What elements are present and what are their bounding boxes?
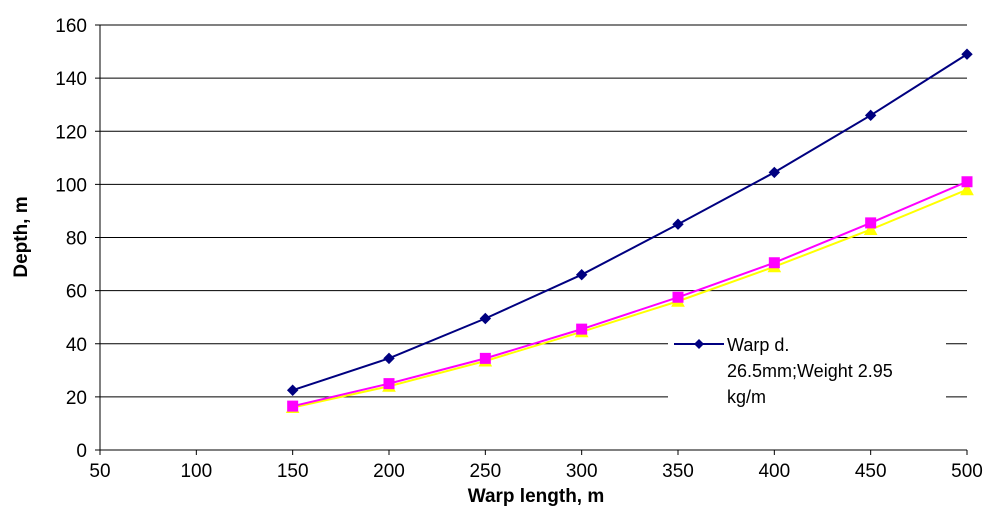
y-tick-label-140: 140: [55, 69, 87, 90]
x-tick-label-450: 450: [855, 461, 887, 482]
series-1: [287, 176, 973, 412]
y-tick-label-100: 100: [55, 175, 87, 196]
series-0-point-200: [383, 352, 395, 365]
gridlines: [100, 24, 967, 398]
series-1-point-250: [479, 352, 491, 364]
series-1-point-500: [961, 176, 973, 188]
series-1-point-150: [287, 400, 299, 412]
series-group: [285, 48, 974, 413]
x-tick-label-350: 350: [662, 461, 694, 482]
y-tick-label-120: 120: [55, 122, 87, 143]
y-axis-title: Depth, m: [11, 196, 32, 277]
legend-background: [668, 326, 946, 410]
x-tick-label-50: 50: [89, 461, 110, 482]
x-tick-label-250: 250: [469, 461, 501, 482]
x-tick-label-100: 100: [180, 461, 212, 482]
series-1-point-400: [768, 257, 780, 269]
y-tick-label-0: 0: [76, 441, 87, 462]
series-0-point-300: [575, 268, 588, 281]
series-0-point-500: [961, 48, 973, 60]
series-2-point-500: [960, 182, 974, 196]
y-tick-label-60: 60: [66, 282, 87, 303]
x-tick-label-400: 400: [758, 461, 790, 482]
y-tick-label-160: 160: [55, 16, 87, 37]
series-1-point-350: [672, 291, 684, 303]
series-0-line: [292, 53, 968, 392]
x-tick-label-200: 200: [373, 461, 405, 482]
series-0-point-450: [864, 109, 877, 122]
legend-label-line-2: 26.5mm;Weight 2.95: [727, 361, 893, 381]
series-1-point-300: [576, 323, 588, 335]
axes: [95, 24, 968, 455]
series-0-point-350: [672, 218, 684, 230]
series-1-point-200: [383, 378, 395, 390]
series-1-line: [292, 180, 968, 408]
y-tick-label-40: 40: [66, 335, 87, 356]
series-0-point-250: [479, 312, 492, 325]
y-tick-label-80: 80: [66, 229, 87, 250]
series-0: [286, 48, 973, 396]
x-axis-title: Warp length, m: [468, 486, 605, 507]
legend-label-line-3: kg/m: [727, 387, 766, 407]
series-2-point-450: [863, 222, 878, 236]
y-tick-labels: 0 20 40 60 80 100 120 140 160: [55, 16, 87, 462]
legend-label-line-1: Warp d.: [727, 335, 789, 355]
series-2-line: [292, 188, 968, 409]
legend-marker-series-0: [694, 339, 704, 349]
series-0-point-400: [768, 166, 781, 179]
series-1-point-450: [865, 217, 877, 229]
legend: Warp d. 26.5mm;Weight 2.95 kg/m: [668, 326, 946, 410]
x-tick-label-500: 500: [951, 461, 983, 482]
legend-label-series-0: Warp d. 26.5mm;Weight 2.95 kg/m: [727, 335, 898, 407]
series-0-point-150: [286, 384, 299, 396]
x-tick-labels: 50 100 150 200 250 300 350 400 450 500: [89, 461, 982, 482]
y-tick-label-20: 20: [66, 388, 87, 409]
x-tick-label-150: 150: [277, 461, 309, 482]
x-tick-label-300: 300: [566, 461, 598, 482]
